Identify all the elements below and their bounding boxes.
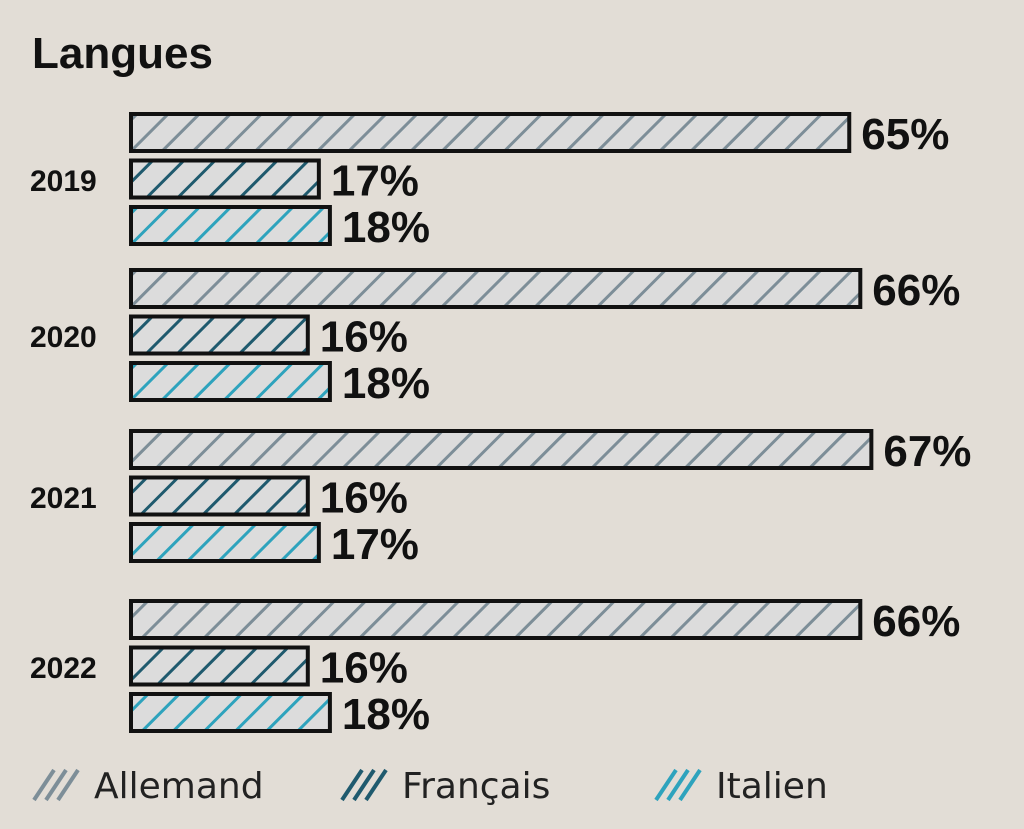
value-label-2020-francais: 16%: [320, 313, 408, 362]
year-group-2021: 2021 67% 16%17%: [30, 427, 971, 569]
bar-2020-francais: [129, 314, 310, 356]
year-label-2019: 2019: [30, 165, 97, 198]
bar-2020-italien: [129, 361, 332, 402]
legend-item-allemand: Allemand: [32, 766, 264, 807]
legend-swatch-francais: [340, 768, 388, 802]
legend-swatch-italien: [654, 768, 702, 802]
value-label-2019-allemand: 65%: [861, 110, 949, 159]
legend-item-italien: Italien: [654, 766, 828, 807]
value-label-2021-francais: 16%: [320, 474, 408, 523]
year-label-2020: 2020: [30, 321, 97, 354]
bar-2021-italien: [129, 522, 321, 563]
bar-2022-allemand: [129, 599, 863, 640]
year-group-2019: 2019 65% 17%18%: [30, 110, 949, 252]
year-label-2022: 2022: [30, 652, 97, 685]
legend-label-allemand: Allemand: [94, 766, 264, 807]
value-label-2022-allemand: 66%: [872, 597, 960, 646]
bar-2019-francais: [129, 158, 321, 200]
bar-2021-allemand: [129, 429, 874, 470]
legend-label-italien: Italien: [716, 766, 828, 807]
value-label-2020-allemand: 66%: [872, 266, 960, 315]
chart-title: Langues: [32, 29, 213, 78]
year-group-2020: 2020 66% 16%18%: [30, 266, 960, 408]
bar-2021-francais: [129, 475, 310, 517]
bar-2019-allemand: [129, 112, 852, 153]
legend-swatch-allemand: [32, 768, 80, 802]
legend-item-francais: Français: [340, 766, 550, 807]
year-group-2022: 2022 66% 16%18%: [30, 597, 960, 739]
value-label-2022-francais: 16%: [320, 644, 408, 693]
bar-2022-italien: [129, 692, 332, 733]
legend: Allemand Français Italien: [32, 766, 828, 807]
value-label-2019-francais: 17%: [331, 157, 419, 206]
value-label-2022-italien: 18%: [342, 690, 430, 739]
value-label-2021-italien: 17%: [331, 520, 419, 569]
bars-layer: 201965%17%18%202066%16%18%202167%16%17%2…: [30, 110, 971, 739]
bar-2019-italien: [129, 205, 332, 246]
value-label-2020-italien: 18%: [342, 359, 430, 408]
legend-label-francais: Français: [402, 766, 550, 807]
bar-2020-allemand: [129, 268, 863, 309]
year-label-2021: 2021: [30, 482, 97, 515]
bar-2022-francais: [129, 645, 310, 687]
value-label-2021-allemand: 67%: [883, 427, 971, 476]
value-label-2019-italien: 18%: [342, 203, 430, 252]
